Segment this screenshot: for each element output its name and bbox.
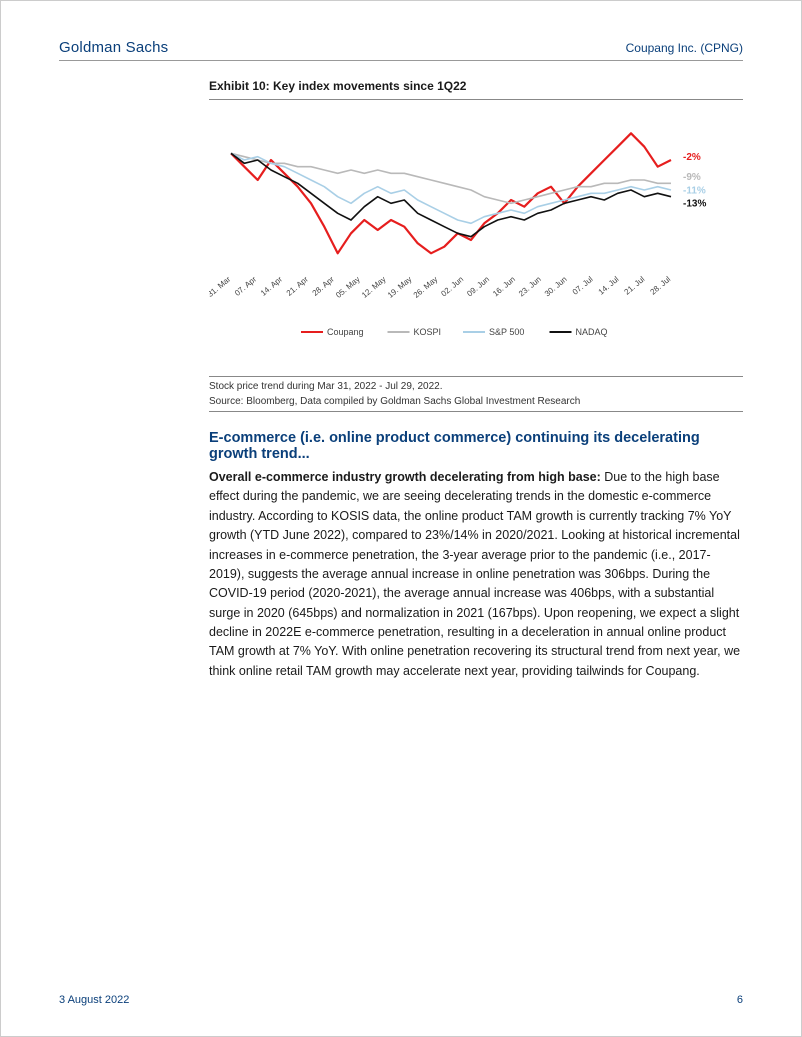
- legend-label: Coupang: [327, 327, 364, 337]
- x-tick: 16. Jun: [491, 275, 517, 299]
- chart-note: Stock price trend during Mar 31, 2022 - …: [209, 376, 743, 392]
- chart-source: Source: Bloomberg, Data compiled by Gold…: [209, 392, 743, 412]
- x-tick: 26. May: [412, 275, 440, 300]
- end-label-nadaq: -13%: [683, 199, 706, 210]
- end-label-coupang: -2%: [683, 152, 701, 163]
- paragraph-body: Due to the high base effect during the p…: [209, 470, 740, 678]
- x-tick: 21. Jul: [623, 274, 647, 296]
- footer-page-number: 6: [737, 994, 743, 1006]
- end-label-kospi: -9%: [683, 172, 701, 183]
- x-tick: 14. Apr: [259, 274, 284, 297]
- header-brand: Goldman Sachs: [59, 39, 168, 56]
- end-label-s&p 500: -11%: [683, 185, 706, 196]
- x-tick: 12. May: [360, 275, 388, 300]
- x-tick: 31. Mar: [209, 274, 233, 299]
- series-s&p-500: [231, 153, 671, 223]
- x-tick: 02. Jun: [439, 275, 465, 299]
- page: Goldman Sachs Coupang Inc. (CPNG) Exhibi…: [0, 0, 802, 1037]
- x-tick: 30. Jun: [543, 275, 569, 299]
- x-tick: 09. Jun: [465, 275, 491, 299]
- x-tick: 23. Jun: [517, 275, 543, 299]
- x-tick: 05. May: [334, 275, 362, 300]
- x-tick: 14. Jul: [597, 274, 621, 296]
- x-tick: 28. Apr: [311, 274, 336, 297]
- x-tick: 21. Apr: [285, 274, 310, 297]
- section-heading: E-commerce (i.e. online product commerce…: [209, 430, 743, 462]
- exhibit-title: Exhibit 10: Key index movements since 1Q…: [209, 79, 743, 93]
- page-header: Goldman Sachs Coupang Inc. (CPNG): [59, 39, 743, 61]
- legend-label: KOSPI: [414, 327, 442, 337]
- x-tick: 07. Apr: [233, 274, 258, 297]
- body-paragraph: Overall e-commerce industry growth decel…: [209, 468, 743, 681]
- line-chart: -2% -9% -11% -13% 31. Mar07. Apr14. Apr21. A…: [209, 110, 719, 370]
- footer-date: 3 August 2022: [59, 994, 129, 1006]
- x-tick: 19. May: [386, 275, 414, 300]
- content-area: Exhibit 10: Key index movements since 1Q…: [209, 79, 743, 980]
- paragraph-lead: Overall e-commerce industry growth decel…: [209, 470, 601, 484]
- x-tick: 07. Jul: [571, 274, 595, 296]
- legend-label: S&P 500: [489, 327, 524, 337]
- legend-label: NADAQ: [576, 327, 608, 337]
- page-footer: 3 August 2022 6: [59, 980, 743, 1006]
- x-tick: 28. Jul: [648, 274, 672, 296]
- chart-container: -2% -9% -11% -13% 31. Mar07. Apr14. Apr21. A…: [209, 99, 743, 370]
- header-company: Coupang Inc. (CPNG): [626, 41, 743, 55]
